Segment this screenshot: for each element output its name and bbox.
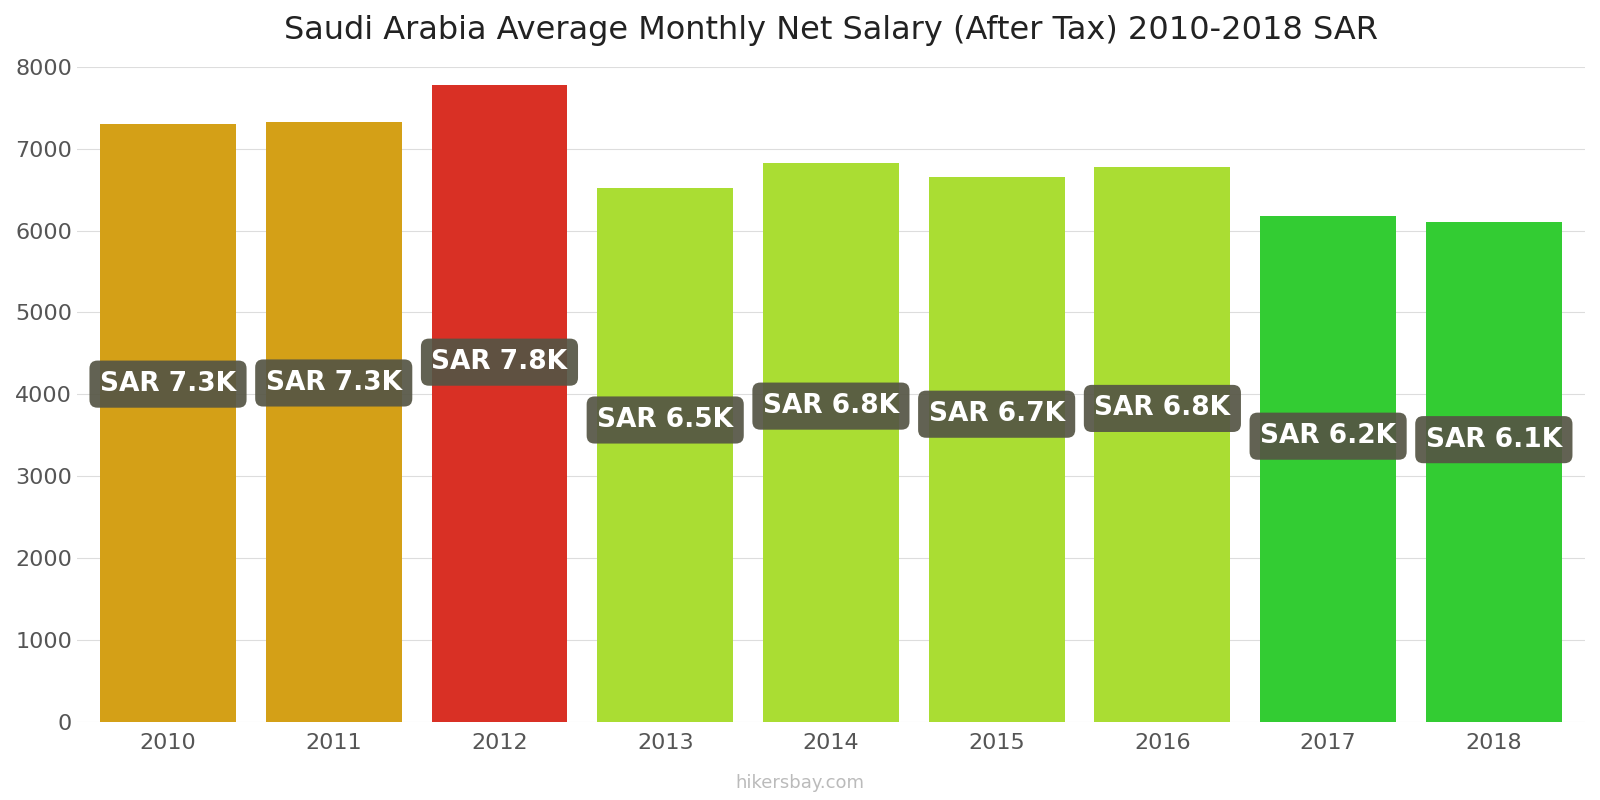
Text: SAR 6.7K: SAR 6.7K — [928, 402, 1064, 427]
Text: SAR 6.8K: SAR 6.8K — [763, 393, 899, 419]
Text: SAR 6.1K: SAR 6.1K — [1426, 426, 1562, 453]
Text: SAR 6.2K: SAR 6.2K — [1261, 423, 1397, 449]
Bar — [1094, 167, 1230, 722]
Bar — [763, 163, 899, 722]
Text: SAR 7.8K: SAR 7.8K — [432, 349, 568, 375]
Bar — [1426, 222, 1562, 722]
Bar — [101, 124, 235, 722]
Text: hikersbay.com: hikersbay.com — [736, 774, 864, 792]
Title: Saudi Arabia Average Monthly Net Salary (After Tax) 2010-2018 SAR: Saudi Arabia Average Monthly Net Salary … — [283, 15, 1378, 46]
Bar — [597, 187, 733, 722]
Text: SAR 7.3K: SAR 7.3K — [101, 371, 237, 397]
Text: SAR 7.3K: SAR 7.3K — [266, 370, 402, 396]
Text: SAR 6.5K: SAR 6.5K — [597, 407, 733, 433]
Bar — [432, 86, 568, 722]
Bar — [928, 178, 1064, 722]
Bar — [266, 122, 402, 722]
Text: SAR 6.8K: SAR 6.8K — [1094, 395, 1230, 422]
Bar — [1261, 216, 1397, 722]
